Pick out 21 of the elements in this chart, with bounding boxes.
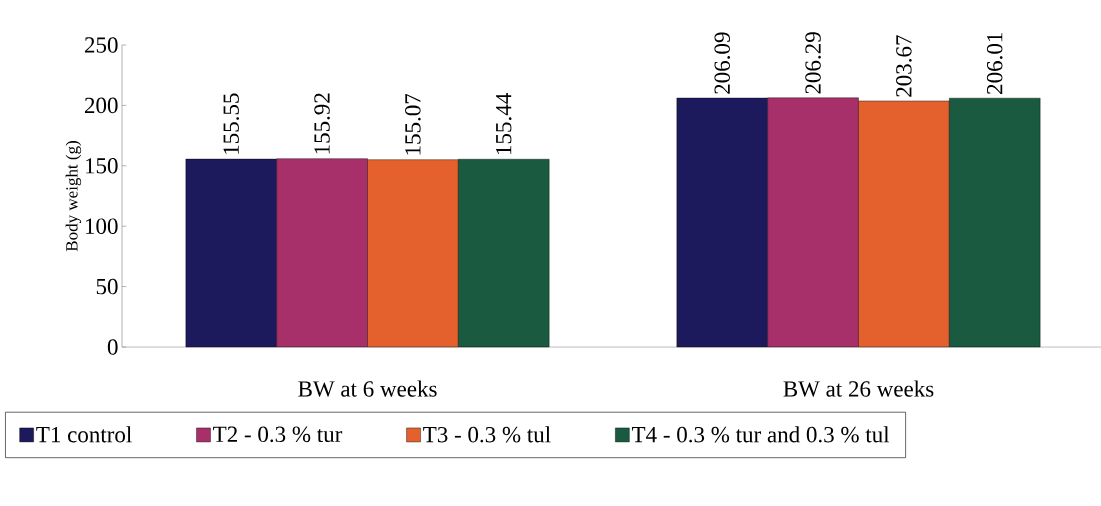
data-label: 206.09 [714,32,731,94]
legend-label: T1 control [36,426,132,443]
data-label: 206.29 [805,32,821,94]
y-tick-label: 100 [86,218,118,234]
data-label: 155.44 [496,93,512,154]
y-axis-title: Body weight (g) [65,141,82,252]
data-label: 203.67 [896,35,912,97]
y-tick-label: 0 [107,339,118,355]
y-tick-label: 50 [96,278,118,295]
y-tick-label: 200 [84,97,118,114]
legend-label: T3 - 0.3 % tul [423,426,551,443]
x-tick-label: BW at 26 weeks [783,380,934,397]
y-tick-label: 150 [86,158,118,174]
data-label: 206.01 [986,33,1003,94]
data-label: 155.55 [223,93,240,154]
y-tick-label: 250 [84,37,118,53]
x-tick-label: BW at 6 weeks [298,380,437,397]
data-label: 155.07 [405,93,421,155]
legend-label: T2 - 0.3 % tur [213,426,343,443]
legend-label: T4 - 0.3 % tur and 0.3 % tul [631,426,890,443]
data-label: 155.92 [314,93,330,154]
